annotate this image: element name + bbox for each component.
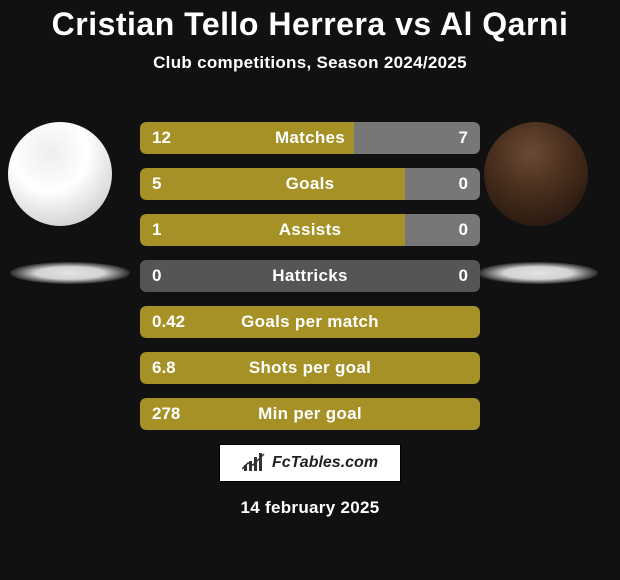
bar-row: 6.8Shots per goal bbox=[140, 352, 480, 384]
bar-fill-right bbox=[405, 214, 480, 246]
brand-box: FcTables.com bbox=[219, 444, 401, 482]
avatar-shadow-left bbox=[10, 262, 130, 284]
player-avatar-right bbox=[484, 122, 588, 226]
bar-fill bbox=[140, 352, 480, 384]
bar-row: 278Min per goal bbox=[140, 398, 480, 430]
date-label: 14 february 2025 bbox=[0, 498, 620, 518]
bar-row: 50Goals bbox=[140, 168, 480, 200]
bar-fill-left bbox=[140, 122, 354, 154]
bar-row: 127Matches bbox=[140, 122, 480, 154]
bar-fill bbox=[140, 398, 480, 430]
avatar-shadow-right bbox=[478, 262, 598, 284]
bar-fill bbox=[140, 260, 480, 292]
bar-row: 0.42Goals per match bbox=[140, 306, 480, 338]
bar-fill bbox=[140, 306, 480, 338]
bar-row: 10Assists bbox=[140, 214, 480, 246]
bar-fill-right bbox=[405, 168, 480, 200]
bar-fill-left bbox=[140, 168, 405, 200]
brand-chart-icon bbox=[242, 453, 266, 473]
bar-fill-left bbox=[140, 214, 405, 246]
comparison-bars: 127Matches 50Goals 10Assists 00Hattricks 0.4… bbox=[140, 122, 480, 430]
page-title: Cristian Tello Herrera vs Al Qarni bbox=[52, 6, 569, 43]
infographic-container: Cristian Tello Herrera vs Al Qarni Club … bbox=[0, 0, 620, 580]
player-avatar-left bbox=[8, 122, 112, 226]
bar-row: 00Hattricks bbox=[140, 260, 480, 292]
subtitle: Club competitions, Season 2024/2025 bbox=[153, 53, 467, 73]
bar-fill-right bbox=[354, 122, 480, 154]
brand-text: FcTables.com bbox=[272, 454, 378, 472]
